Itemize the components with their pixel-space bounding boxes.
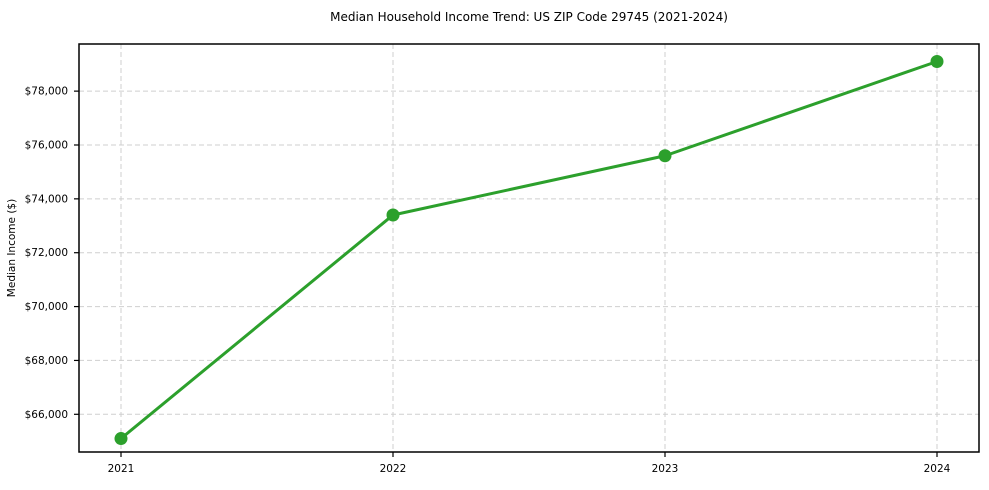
x-tick-label: 2021 xyxy=(108,463,135,475)
chart-title: Median Household Income Trend: US ZIP Co… xyxy=(330,10,728,24)
plot-border xyxy=(78,43,980,453)
ticks-layer: $66,000 $68,000 $70,000 $72,000 $74,000 $76,0… xyxy=(25,86,951,475)
y-axis-label: Median Income ($) xyxy=(6,199,18,297)
y-tick-label: $66,000 xyxy=(25,409,68,421)
income-line xyxy=(119,60,939,441)
y-tick-label: $78,000 xyxy=(25,86,68,98)
y-tick-label: $74,000 xyxy=(25,193,68,205)
axes-layer xyxy=(78,43,980,453)
series-layer xyxy=(114,55,944,446)
x-tick-label: 2023 xyxy=(652,463,679,475)
data-point-2022 xyxy=(386,208,400,222)
grid-layer xyxy=(79,44,979,452)
data-point-2021 xyxy=(114,432,128,446)
y-tick-label: $76,000 xyxy=(25,139,68,151)
data-point-2023 xyxy=(658,149,672,163)
x-tick-label: 2022 xyxy=(380,463,407,475)
data-point-2024 xyxy=(930,55,944,69)
y-tick-label: $72,000 xyxy=(25,247,68,259)
y-tick-label: $68,000 xyxy=(25,355,68,367)
x-tick-label: 2024 xyxy=(924,463,951,475)
y-tick-label: $70,000 xyxy=(25,301,68,313)
